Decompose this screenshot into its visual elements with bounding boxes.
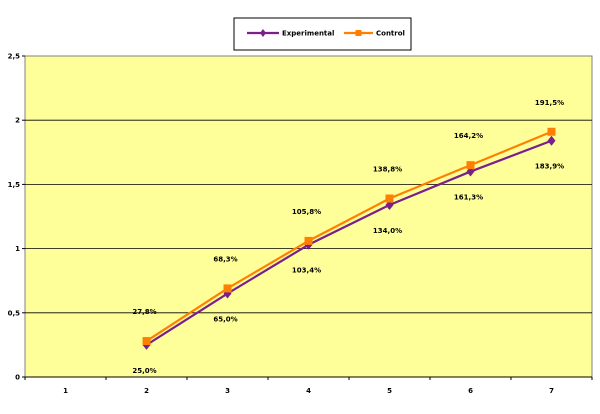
- data-point: [385, 194, 394, 203]
- data-point: [547, 127, 556, 136]
- x-tick-label: 2: [144, 387, 149, 395]
- data-label: 138,8%: [373, 166, 402, 174]
- data-label: 25,0%: [132, 367, 156, 375]
- x-tick-label: 7: [549, 387, 554, 395]
- legend-marker: [355, 30, 362, 36]
- data-label: 183,9%: [535, 163, 564, 171]
- data-label: 161,3%: [454, 194, 483, 202]
- legend-marker: [260, 29, 266, 37]
- data-label: 68,3%: [213, 255, 237, 263]
- y-tick-label: 1: [15, 245, 20, 253]
- series-layer: 25,0% 65,0% 103,4% 134,0% 161,3% 183,9% 27,8% 6…: [132, 99, 564, 375]
- data-point: [466, 161, 475, 170]
- data-label: 65,0%: [213, 316, 237, 324]
- y-tick-label: 2: [15, 117, 20, 125]
- data-point: [304, 236, 313, 245]
- legend-label: Control: [376, 30, 405, 38]
- y-axis-ticks: 0 0,5 1 1,5 2 2,5: [8, 53, 25, 382]
- legend-label: Experimental: [282, 30, 334, 38]
- plot-area: [24, 55, 593, 378]
- y-tick-label: 2,5: [8, 53, 21, 61]
- data-point: [547, 135, 556, 146]
- data-point: [223, 284, 232, 293]
- y-tick-label: 0: [15, 374, 20, 382]
- x-tick-label: 5: [387, 387, 392, 395]
- data-label: 134,0%: [373, 227, 402, 235]
- legend: Experimental Control: [233, 17, 412, 51]
- series-line-experimental: [145, 139, 552, 346]
- x-tick-label: 6: [468, 387, 473, 395]
- x-tick-label: 4: [306, 387, 311, 395]
- data-label: 191,5%: [535, 99, 564, 107]
- series-line-control: [145, 130, 552, 342]
- data-point: [142, 337, 151, 346]
- data-label: 103,4%: [292, 267, 321, 275]
- data-label: 105,8%: [292, 208, 321, 216]
- y-tick-label: 1,5: [8, 181, 21, 189]
- y-tick-label: 0,5: [8, 309, 21, 317]
- gridlines: [25, 119, 592, 314]
- data-label: 164,2%: [454, 132, 483, 140]
- x-axis-ticks: 1 2 3 4 5 6 7: [24, 377, 593, 395]
- data-label: 27,8%: [132, 308, 156, 316]
- x-tick-label: 3: [225, 387, 230, 395]
- x-tick-label: 1: [63, 387, 68, 395]
